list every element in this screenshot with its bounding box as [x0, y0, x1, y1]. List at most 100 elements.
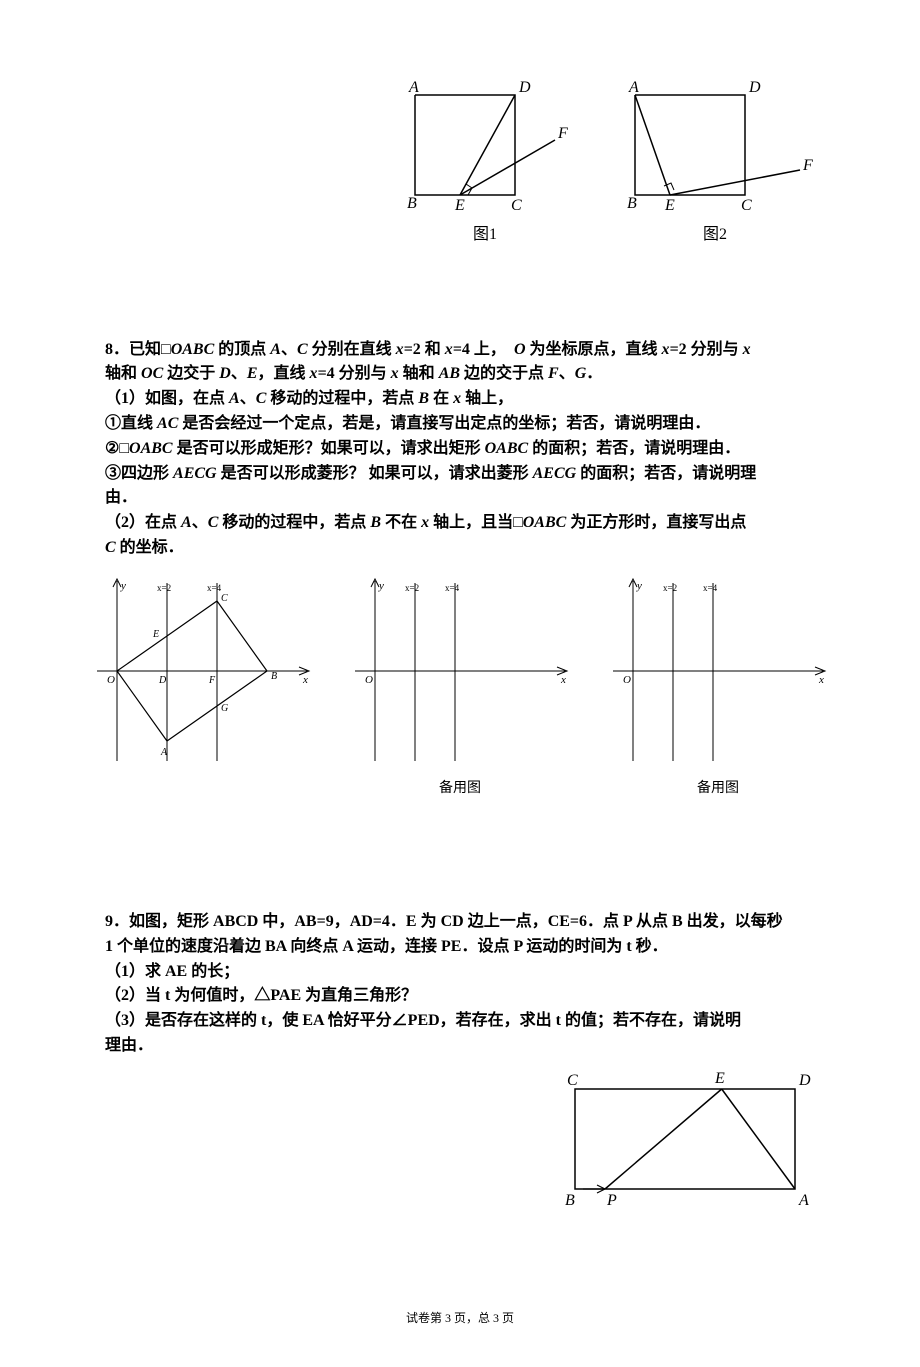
p8-s3b: 是否可以形成菱形？ 如果可以，请求出菱形: [217, 465, 533, 482]
p8-x4: x=: [445, 341, 462, 358]
p8-s3ae2: AECG: [533, 465, 577, 482]
p8-C: C: [297, 341, 308, 358]
p9-svg: C E D B P A: [555, 1069, 815, 1219]
p8-F: F: [548, 365, 559, 382]
p8-q1B: B: [418, 390, 429, 407]
p8-xa: x: [743, 341, 751, 358]
fig2-caption: 图2: [615, 223, 815, 248]
mf3-y: y: [636, 580, 642, 592]
mf1-x4: x=4: [207, 583, 222, 593]
mf3-x4: x=4: [703, 583, 718, 593]
mf1-G: G: [221, 703, 228, 714]
mf3-O: O: [623, 674, 631, 686]
p8-q2e: 轴上，且当□: [429, 514, 523, 531]
mf3-x: x: [818, 674, 824, 686]
p8-q2C: C: [208, 514, 219, 531]
top-figures: A D B E C F 图1 A D B E C F 图2: [105, 80, 815, 248]
p8-q2A: A: [181, 514, 192, 531]
p8-s1AC: AC: [157, 415, 178, 432]
mf3-x2: x=2: [663, 583, 677, 593]
label-F2: F: [802, 157, 813, 174]
midfig3-svg: y x O x=2 x=4: [603, 571, 833, 771]
mf1-y: y: [120, 580, 126, 592]
p8-l2d: ，直线: [258, 365, 310, 382]
p8-s3a: ③四边形: [105, 465, 173, 482]
mf1-O: O: [107, 674, 115, 686]
p8-q2a: （2）在点: [105, 514, 181, 531]
p9-B: B: [565, 1192, 575, 1209]
p9-D: D: [798, 1072, 811, 1089]
p8-x2: x=: [396, 341, 413, 358]
p8-q1: （1）如图，在点 A、C 移动的过程中，若点 B 在 x 轴上，: [105, 387, 815, 412]
p8-s2b: 是否可以形成矩形？如果可以，请求出矩形: [173, 440, 485, 457]
p8-t2: 的顶点: [214, 341, 270, 358]
problem-9: 9．如图，矩形 ABCD 中，AB=9，AD=4．E 为 CD 边上一点，CE=…: [105, 910, 815, 1059]
p9-l1: 如图，矩形 ABCD 中，AB=9，AD=4．E 为 CD 边上一点，CE=6．…: [129, 913, 783, 930]
p8-D: D: [219, 365, 231, 382]
p8-xax: x: [391, 365, 399, 382]
p8-l2h: 、: [559, 365, 575, 382]
p8-t5: 2 和: [413, 341, 445, 358]
figure-2: A D B E C F 图2: [615, 80, 815, 248]
label-C2: C: [741, 197, 752, 210]
p8-oabc: OABC: [171, 341, 215, 358]
mf1-E: E: [152, 629, 159, 640]
p8-l2i: ．: [586, 365, 602, 382]
mf1-D: D: [158, 675, 167, 686]
p8-l2a: 轴和: [105, 365, 141, 382]
label-A: A: [408, 80, 419, 96]
p8-s1: ①直线 AC 是否会经过一个定点，若是，请直接写出定点的坐标；若否，请说明理由．: [105, 412, 815, 437]
label-D2: D: [748, 80, 761, 96]
label-A2: A: [628, 80, 639, 96]
p8-q2B: B: [370, 514, 381, 531]
p8-q1a: （1）如图，在点: [105, 390, 229, 407]
midfig-1: y x O x=2 x=4 C E D F B G A: [87, 571, 317, 800]
label-F: F: [557, 125, 568, 142]
p8-x2b: x=: [662, 341, 679, 358]
fig2-svg: A D B E C F: [615, 80, 815, 210]
p8-q1C: C: [256, 390, 267, 407]
p8-s3ae: AECG: [173, 465, 217, 482]
p8-t3: 、: [281, 341, 297, 358]
p9-P: P: [606, 1192, 617, 1209]
p9-q3: （3）是否存在这样的 t，使 EA 恰好平分∠PED，若存在，求出 t 的值；若…: [105, 1009, 815, 1034]
p8-q2x: x: [421, 514, 429, 531]
fig1-svg: A D B E C F: [395, 80, 575, 210]
p8-s2c: 的面积；若否，请说明理由．: [528, 440, 740, 457]
p8-t6: 4 上，: [462, 341, 506, 358]
p8-AB: AB: [439, 365, 460, 382]
p8-s1a: ①直线: [105, 415, 157, 432]
p8-q2b: 、: [192, 514, 208, 531]
mf1-A: A: [160, 747, 168, 758]
p8-t7: 为坐标原点，直线: [526, 341, 662, 358]
label-B2: B: [627, 195, 637, 210]
p8-l2f: 轴和: [399, 365, 439, 382]
p8-q2f: 为正方形时，直接写出点: [566, 514, 746, 531]
p8-x4b: x=: [310, 365, 327, 382]
problem-8: 8．已知□OABC 的顶点 A、C 分别在直线 x=2 和 x=4 上， O 为…: [105, 338, 815, 561]
p8-q2d: 不在: [381, 514, 421, 531]
figure-1: A D B E C F 图1: [395, 80, 575, 248]
p9-q3b: 理由．: [105, 1034, 815, 1059]
p8-q2b: C 的坐标．: [105, 536, 815, 561]
p8-l2c: 、: [231, 365, 247, 382]
p8-G: G: [575, 365, 587, 382]
mf2-x2: x=2: [405, 583, 419, 593]
bottom-figure: C E D B P A: [105, 1069, 815, 1219]
p8-s2: ②□OABC 是否可以形成矩形？如果可以，请求出矩形 OABC 的面积；若否，请…: [105, 437, 815, 462]
p9-number: 9．: [105, 913, 129, 930]
fig1-caption: 图1: [395, 223, 575, 248]
p8-q2g: C: [105, 539, 116, 556]
p8-q1e: 轴上，: [461, 390, 513, 407]
p8-q1d: 在: [429, 390, 453, 407]
p8-s3: ③四边形 AECG 是否可以形成菱形？ 如果可以，请求出菱形 AECG 的面积；…: [105, 462, 815, 487]
p8-q1b: 、: [240, 390, 256, 407]
label-E2: E: [664, 197, 675, 210]
mf2-cap: 备用图: [345, 778, 575, 800]
p8-s2a: ②□: [105, 440, 129, 457]
mf2-y: y: [378, 580, 384, 592]
p8-l2e: 4 分别与: [327, 365, 391, 382]
mf2-O: O: [365, 674, 373, 686]
p9-q1: （1）求 AE 的长；: [105, 960, 815, 985]
p8-q1x: x: [453, 390, 461, 407]
